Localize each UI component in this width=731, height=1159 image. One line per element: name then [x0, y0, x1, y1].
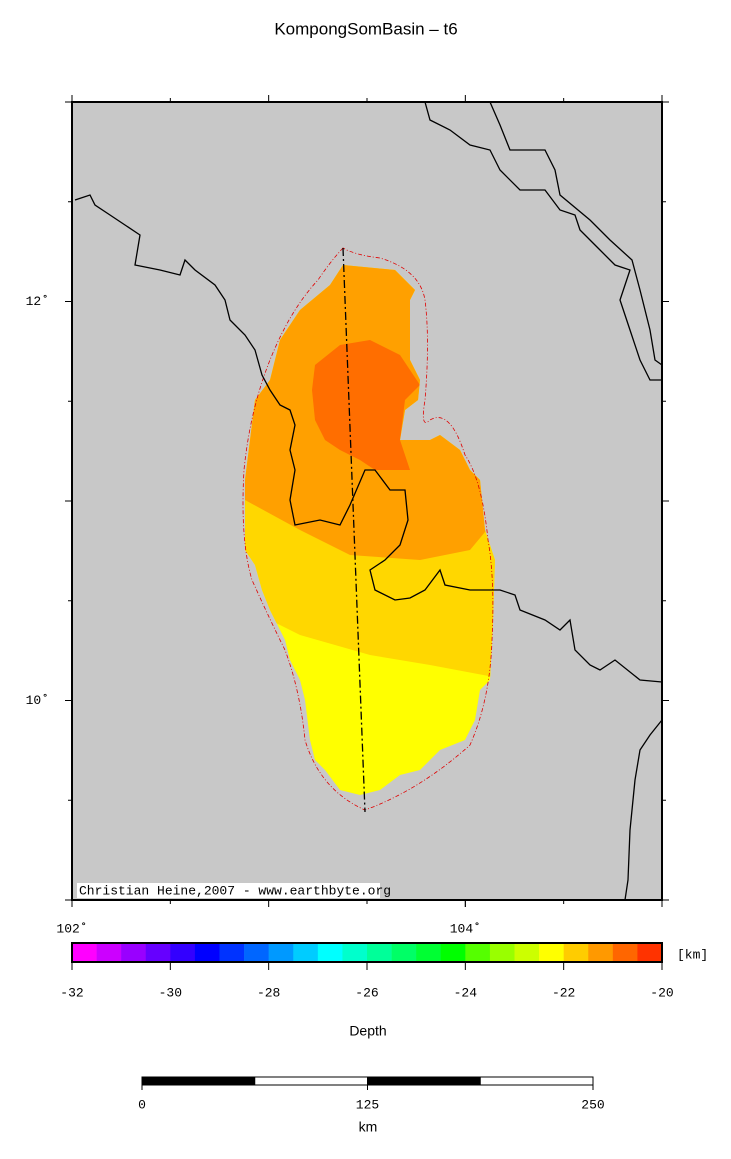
lon-tick-label: 104˚: [450, 921, 481, 936]
scalebar-tick-label: 250: [581, 1097, 604, 1112]
colorbar-segment: [563, 943, 589, 962]
colorbar-segment: [145, 943, 171, 962]
section-line: [342, 247, 366, 813]
colorbar-tick-label: -30: [159, 985, 182, 1000]
basin-outline: [242, 247, 494, 811]
colorbar-segment: [637, 943, 663, 962]
colorbar-segment: [96, 943, 122, 962]
colorbar-segment: [588, 943, 614, 962]
colorbar-tick-label: -28: [257, 985, 280, 1000]
colorbar-tick-label: -32: [60, 985, 83, 1000]
colorbar-segment: [293, 943, 319, 962]
colorbar-segment: [342, 943, 368, 962]
title: KompongSomBasin – t6: [274, 19, 457, 38]
colorbar-segment: [539, 943, 564, 962]
colorbar-segment: [489, 943, 515, 962]
lon-tick-label: 102˚: [56, 921, 87, 936]
scalebar-tick-label: 125: [356, 1097, 379, 1112]
colorbar-label: Depth: [349, 1023, 386, 1039]
scalebar-segment: [254, 1076, 368, 1086]
colorbar-tick-label: -26: [355, 985, 378, 1000]
coastlines: [74, 102, 662, 900]
colorbar-segment: [268, 943, 294, 962]
scalebar-segment: [479, 1076, 594, 1086]
colorbar-tick-label: -20: [650, 985, 673, 1000]
colorbar-segment: [317, 943, 343, 962]
lat-tick-label: 10˚: [26, 693, 49, 708]
colorbar-segment: [612, 943, 638, 962]
scalebar-segment: [141, 1076, 256, 1086]
scalebar-tick-label: 0: [138, 1097, 146, 1112]
colorbar-tick-label: -22: [552, 985, 575, 1000]
colorbar-tick-label: -24: [454, 985, 478, 1000]
colorbar-segment: [440, 943, 466, 962]
colorbar-unit: [km]: [677, 947, 708, 962]
colorbar-segment: [367, 943, 392, 962]
lat-tick-label: 12˚: [26, 294, 49, 309]
colorbar-segment: [465, 943, 491, 962]
scalebar-segment: [367, 1076, 481, 1086]
colorbar-segment: [121, 943, 147, 962]
colorbar-segment: [514, 943, 540, 962]
colorbar-segment: [170, 943, 196, 962]
credit-box: [77, 883, 380, 898]
colorbar-segment: [416, 943, 442, 962]
credit: Christian Heine,2007 - www.earthbyte.org: [79, 883, 391, 898]
colorbar-segment: [219, 943, 245, 962]
scalebar-unit: km: [359, 1119, 378, 1135]
colorbar-segment: [244, 943, 269, 962]
colorbar-segment: [194, 943, 220, 962]
depth-zone: [312, 340, 420, 470]
colorbar-segment: [391, 943, 417, 962]
colorbar-segment: [72, 943, 97, 962]
